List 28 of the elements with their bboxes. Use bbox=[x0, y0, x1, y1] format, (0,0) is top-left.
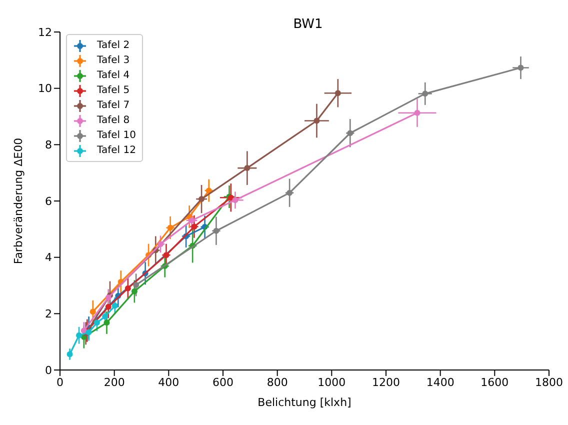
legend-label: Tafel 2 bbox=[97, 39, 130, 53]
x-tick-label: 1200 bbox=[372, 376, 400, 389]
chart-title: BW1 bbox=[293, 17, 323, 32]
legend-label: Tafel 10 bbox=[97, 129, 136, 143]
x-tick-label: 0 bbox=[56, 376, 64, 389]
legend-label: Tafel 8 bbox=[97, 114, 130, 128]
x-axis-title: Belichtung [klxh] bbox=[258, 396, 352, 409]
y-tick-label: 10 bbox=[38, 82, 52, 96]
x-tick-label: 800 bbox=[266, 376, 288, 389]
legend-label: Tafel 12 bbox=[97, 144, 136, 158]
legend-label: Tafel 7 bbox=[97, 99, 130, 113]
x-tick-label: 1800 bbox=[535, 376, 563, 389]
y-axis-title: Farbveränderung ΔE00 bbox=[12, 138, 25, 264]
x-tick-label: 200 bbox=[104, 376, 125, 389]
legend-label: Tafel 3 bbox=[97, 54, 130, 68]
x-tick-label: 400 bbox=[158, 376, 180, 389]
y-tick-label: 2 bbox=[45, 308, 52, 321]
y-tick-label: 4 bbox=[45, 251, 52, 264]
legend-label: Tafel 5 bbox=[97, 84, 130, 98]
x-tick-label: 600 bbox=[212, 376, 234, 389]
x-tick-label: 1600 bbox=[480, 376, 509, 389]
x-tick-label: 1000 bbox=[318, 376, 346, 389]
y-tick-label: 6 bbox=[45, 194, 52, 208]
y-tick-label: 12 bbox=[38, 26, 52, 39]
legend-label: Tafel 4 bbox=[97, 69, 130, 83]
x-tick-label: 1400 bbox=[426, 376, 454, 389]
y-tick-label: 0 bbox=[45, 364, 52, 377]
y-tick-label: 8 bbox=[45, 138, 52, 152]
